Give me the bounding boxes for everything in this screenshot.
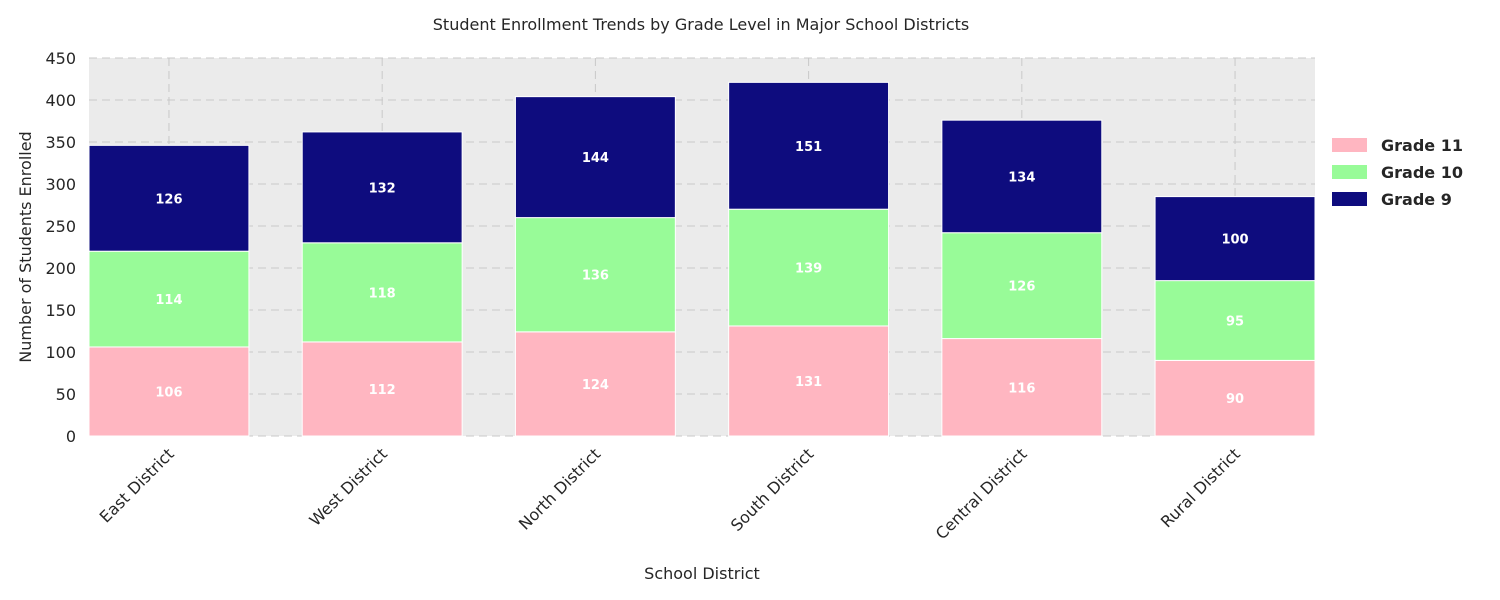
bar-segment xyxy=(301,131,463,244)
data-label: 90 xyxy=(1226,392,1244,407)
bar-segment xyxy=(514,217,676,333)
x-tick-label: Central District xyxy=(932,444,1031,543)
bar-segment xyxy=(941,119,1103,234)
legend-swatch xyxy=(1332,192,1367,206)
x-tick-label: West District xyxy=(306,444,391,529)
y-tick-label: 150 xyxy=(45,301,76,320)
legend-label: Grade 10 xyxy=(1381,163,1463,182)
data-label: 118 xyxy=(369,286,396,301)
legend-swatch xyxy=(1332,138,1367,152)
bar-segment xyxy=(88,346,250,437)
x-tick-label: North District xyxy=(515,444,604,533)
x-axis-ticks: East District West District North District… xyxy=(96,444,1244,543)
bar-segment xyxy=(514,96,676,219)
data-label: 126 xyxy=(155,192,182,207)
plot-area xyxy=(89,58,1315,436)
data-label: 95 xyxy=(1226,315,1244,330)
x-tick-label: East District xyxy=(96,444,178,526)
chart-title: Student Enrollment Trends by Grade Level… xyxy=(433,15,969,34)
data-label: 144 xyxy=(582,151,609,166)
data-label: 151 xyxy=(795,140,822,155)
y-tick-label: 350 xyxy=(45,133,76,152)
y-tick-label: 300 xyxy=(45,175,76,194)
data-labels: 106 112 124 131 116 90 114 118 136 139 126 95 126 132… xyxy=(155,140,1248,407)
y-axis-ticks: 0 50 100 150 200 250 300 350 400 450 xyxy=(45,49,76,446)
y-tick-label: 50 xyxy=(56,385,76,404)
y-tick-label: 100 xyxy=(45,343,76,362)
data-label: 132 xyxy=(369,181,396,196)
y-tick-label: 200 xyxy=(45,259,76,278)
y-tick-label: 400 xyxy=(45,91,76,110)
data-label: 139 xyxy=(795,262,822,277)
bar-segment xyxy=(728,325,890,437)
bar-segment xyxy=(941,338,1103,437)
data-label: 114 xyxy=(155,293,182,308)
y-tick-label: 0 xyxy=(66,427,76,446)
bar-segment xyxy=(301,341,463,437)
data-label: 116 xyxy=(1008,381,1035,396)
y-tick-label: 250 xyxy=(45,217,76,236)
x-tick-label: South District xyxy=(727,444,818,535)
x-tick-label: Rural District xyxy=(1157,444,1244,531)
data-label: 131 xyxy=(795,375,822,390)
bar-segment xyxy=(1154,280,1316,361)
bar-segment xyxy=(88,250,250,348)
bar-segment xyxy=(88,144,250,252)
bar-segment xyxy=(1154,196,1316,282)
bar-segment xyxy=(514,331,676,437)
legend-swatch xyxy=(1332,165,1367,179)
bars xyxy=(88,81,1316,437)
legend-label: Grade 9 xyxy=(1381,190,1452,209)
data-label: 126 xyxy=(1008,280,1035,295)
data-label: 112 xyxy=(369,383,396,398)
legend: Grade 11 Grade 10 Grade 9 xyxy=(1332,136,1463,209)
bar-segment xyxy=(728,208,890,327)
legend-label: Grade 11 xyxy=(1381,136,1463,155)
bar-segment xyxy=(728,81,890,210)
data-label: 134 xyxy=(1008,170,1035,185)
data-label: 100 xyxy=(1221,233,1248,248)
data-label: 136 xyxy=(582,269,609,284)
y-tick-label: 450 xyxy=(45,49,76,68)
y-axis-label: Number of Students Enrolled xyxy=(16,131,35,362)
x-axis-label: School District xyxy=(644,564,760,583)
data-label: 124 xyxy=(582,378,609,393)
bar-segment xyxy=(941,232,1103,340)
bar-segment xyxy=(1154,359,1316,437)
data-label: 106 xyxy=(155,385,182,400)
